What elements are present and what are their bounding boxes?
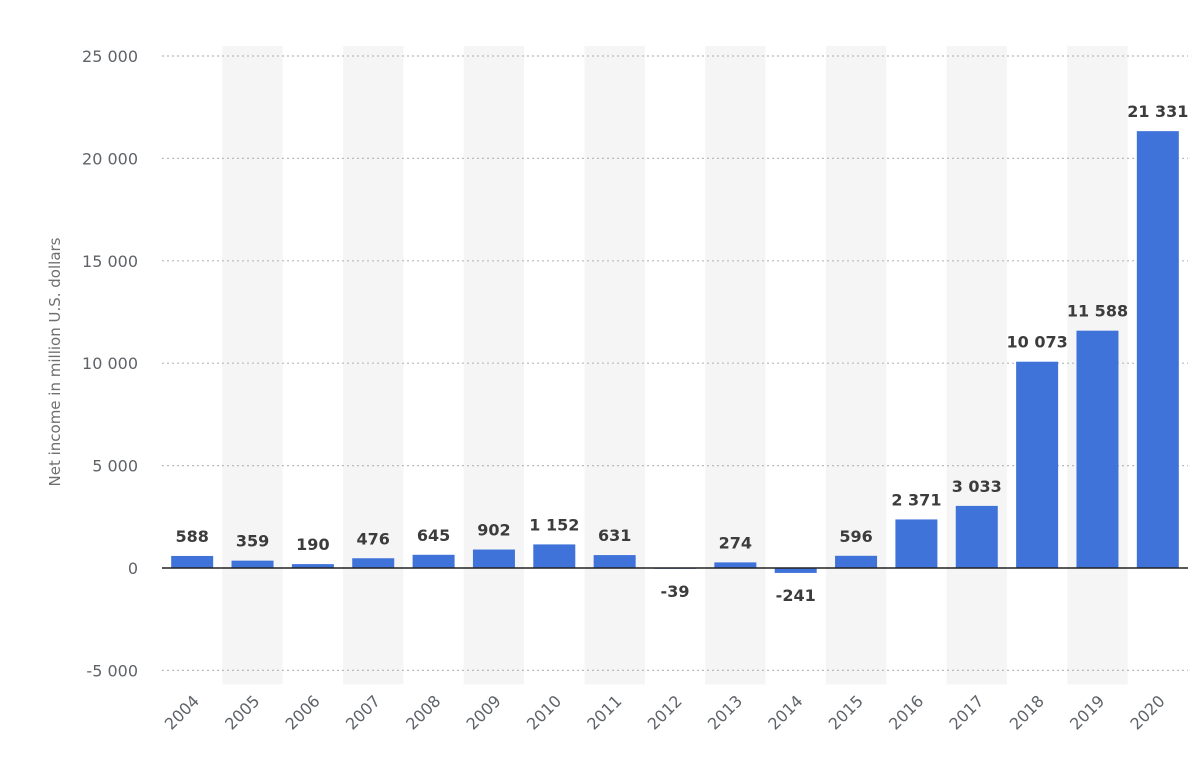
x-tick-label: 2009 bbox=[463, 691, 505, 733]
bars bbox=[171, 131, 1179, 573]
data-label: 3 033 bbox=[952, 477, 1002, 496]
band bbox=[946, 46, 1007, 685]
data-label: 645 bbox=[417, 526, 450, 545]
bar bbox=[533, 544, 576, 568]
x-tick-label: 2004 bbox=[161, 691, 203, 733]
data-label: 1 152 bbox=[529, 515, 579, 534]
bar bbox=[1136, 131, 1179, 568]
bar bbox=[472, 549, 515, 568]
band bbox=[343, 46, 404, 685]
y-tick-label: -5 000 bbox=[86, 661, 138, 680]
data-label: 274 bbox=[719, 533, 752, 552]
x-tick-label: 2019 bbox=[1066, 691, 1108, 733]
x-tick-label: 2012 bbox=[644, 691, 686, 733]
data-label: 902 bbox=[477, 521, 510, 540]
data-labels: 588 359 190 476 645 902 1 152 631 -39 274 -241 596 2… bbox=[175, 102, 1188, 605]
y-axis-ticks: -5 000 0 5 000 10 000 15 000 20 000 25 000 bbox=[82, 47, 138, 680]
bar bbox=[593, 555, 636, 568]
bar bbox=[714, 562, 757, 568]
bar bbox=[352, 558, 395, 568]
y-tick-label: 25 000 bbox=[82, 47, 138, 66]
band bbox=[584, 46, 645, 685]
x-tick-label: 2015 bbox=[825, 691, 867, 733]
data-label: 21 331 bbox=[1127, 102, 1188, 121]
x-tick-label: 2014 bbox=[764, 691, 806, 733]
data-label: 596 bbox=[839, 527, 872, 546]
x-tick-label: 2005 bbox=[221, 691, 263, 733]
bar bbox=[231, 560, 274, 568]
data-label: 10 073 bbox=[1007, 333, 1068, 352]
data-label: 11 588 bbox=[1067, 302, 1128, 321]
bar bbox=[1076, 330, 1119, 568]
y-axis-title: Net income in million U.S. dollars bbox=[46, 237, 64, 486]
x-tick-label: 2016 bbox=[885, 691, 927, 733]
data-label: -241 bbox=[776, 586, 816, 605]
x-tick-label: 2008 bbox=[402, 691, 444, 733]
y-tick-label: 5 000 bbox=[92, 457, 138, 476]
bar bbox=[835, 555, 878, 568]
x-axis-ticks: 2004 2005 2006 2007 2008 2009 2010 2011 2012 2013… bbox=[161, 691, 1169, 733]
x-tick-label: 2006 bbox=[281, 691, 323, 733]
band bbox=[463, 46, 525, 685]
data-label: 588 bbox=[175, 527, 208, 546]
data-label: 476 bbox=[357, 529, 390, 548]
x-tick-label: 2013 bbox=[704, 691, 746, 733]
data-label: 631 bbox=[598, 526, 631, 545]
x-tick-label: 2010 bbox=[523, 691, 565, 733]
bar bbox=[774, 568, 817, 573]
bar bbox=[171, 555, 214, 568]
data-label: -39 bbox=[661, 582, 690, 601]
band bbox=[825, 46, 887, 685]
data-label: 359 bbox=[236, 532, 269, 551]
x-tick-label: 2020 bbox=[1126, 691, 1168, 733]
y-tick-label: 10 000 bbox=[82, 354, 138, 373]
bar bbox=[1016, 361, 1059, 568]
y-tick-label: 20 000 bbox=[82, 149, 138, 168]
x-tick-label: 2011 bbox=[583, 691, 625, 733]
bar bbox=[955, 505, 998, 568]
bar bbox=[895, 519, 938, 568]
x-tick-label: 2007 bbox=[342, 691, 384, 733]
alternating-bands bbox=[222, 46, 1128, 685]
data-label: 190 bbox=[296, 535, 329, 554]
bar bbox=[412, 554, 455, 568]
bar bbox=[291, 564, 334, 568]
x-tick-label: 2017 bbox=[945, 691, 987, 733]
y-tick-label: 15 000 bbox=[82, 252, 138, 271]
data-label: 2 371 bbox=[891, 490, 941, 509]
band bbox=[222, 46, 283, 685]
y-tick-label: 0 bbox=[128, 559, 138, 578]
band bbox=[705, 46, 766, 685]
x-tick-label: 2018 bbox=[1006, 691, 1048, 733]
